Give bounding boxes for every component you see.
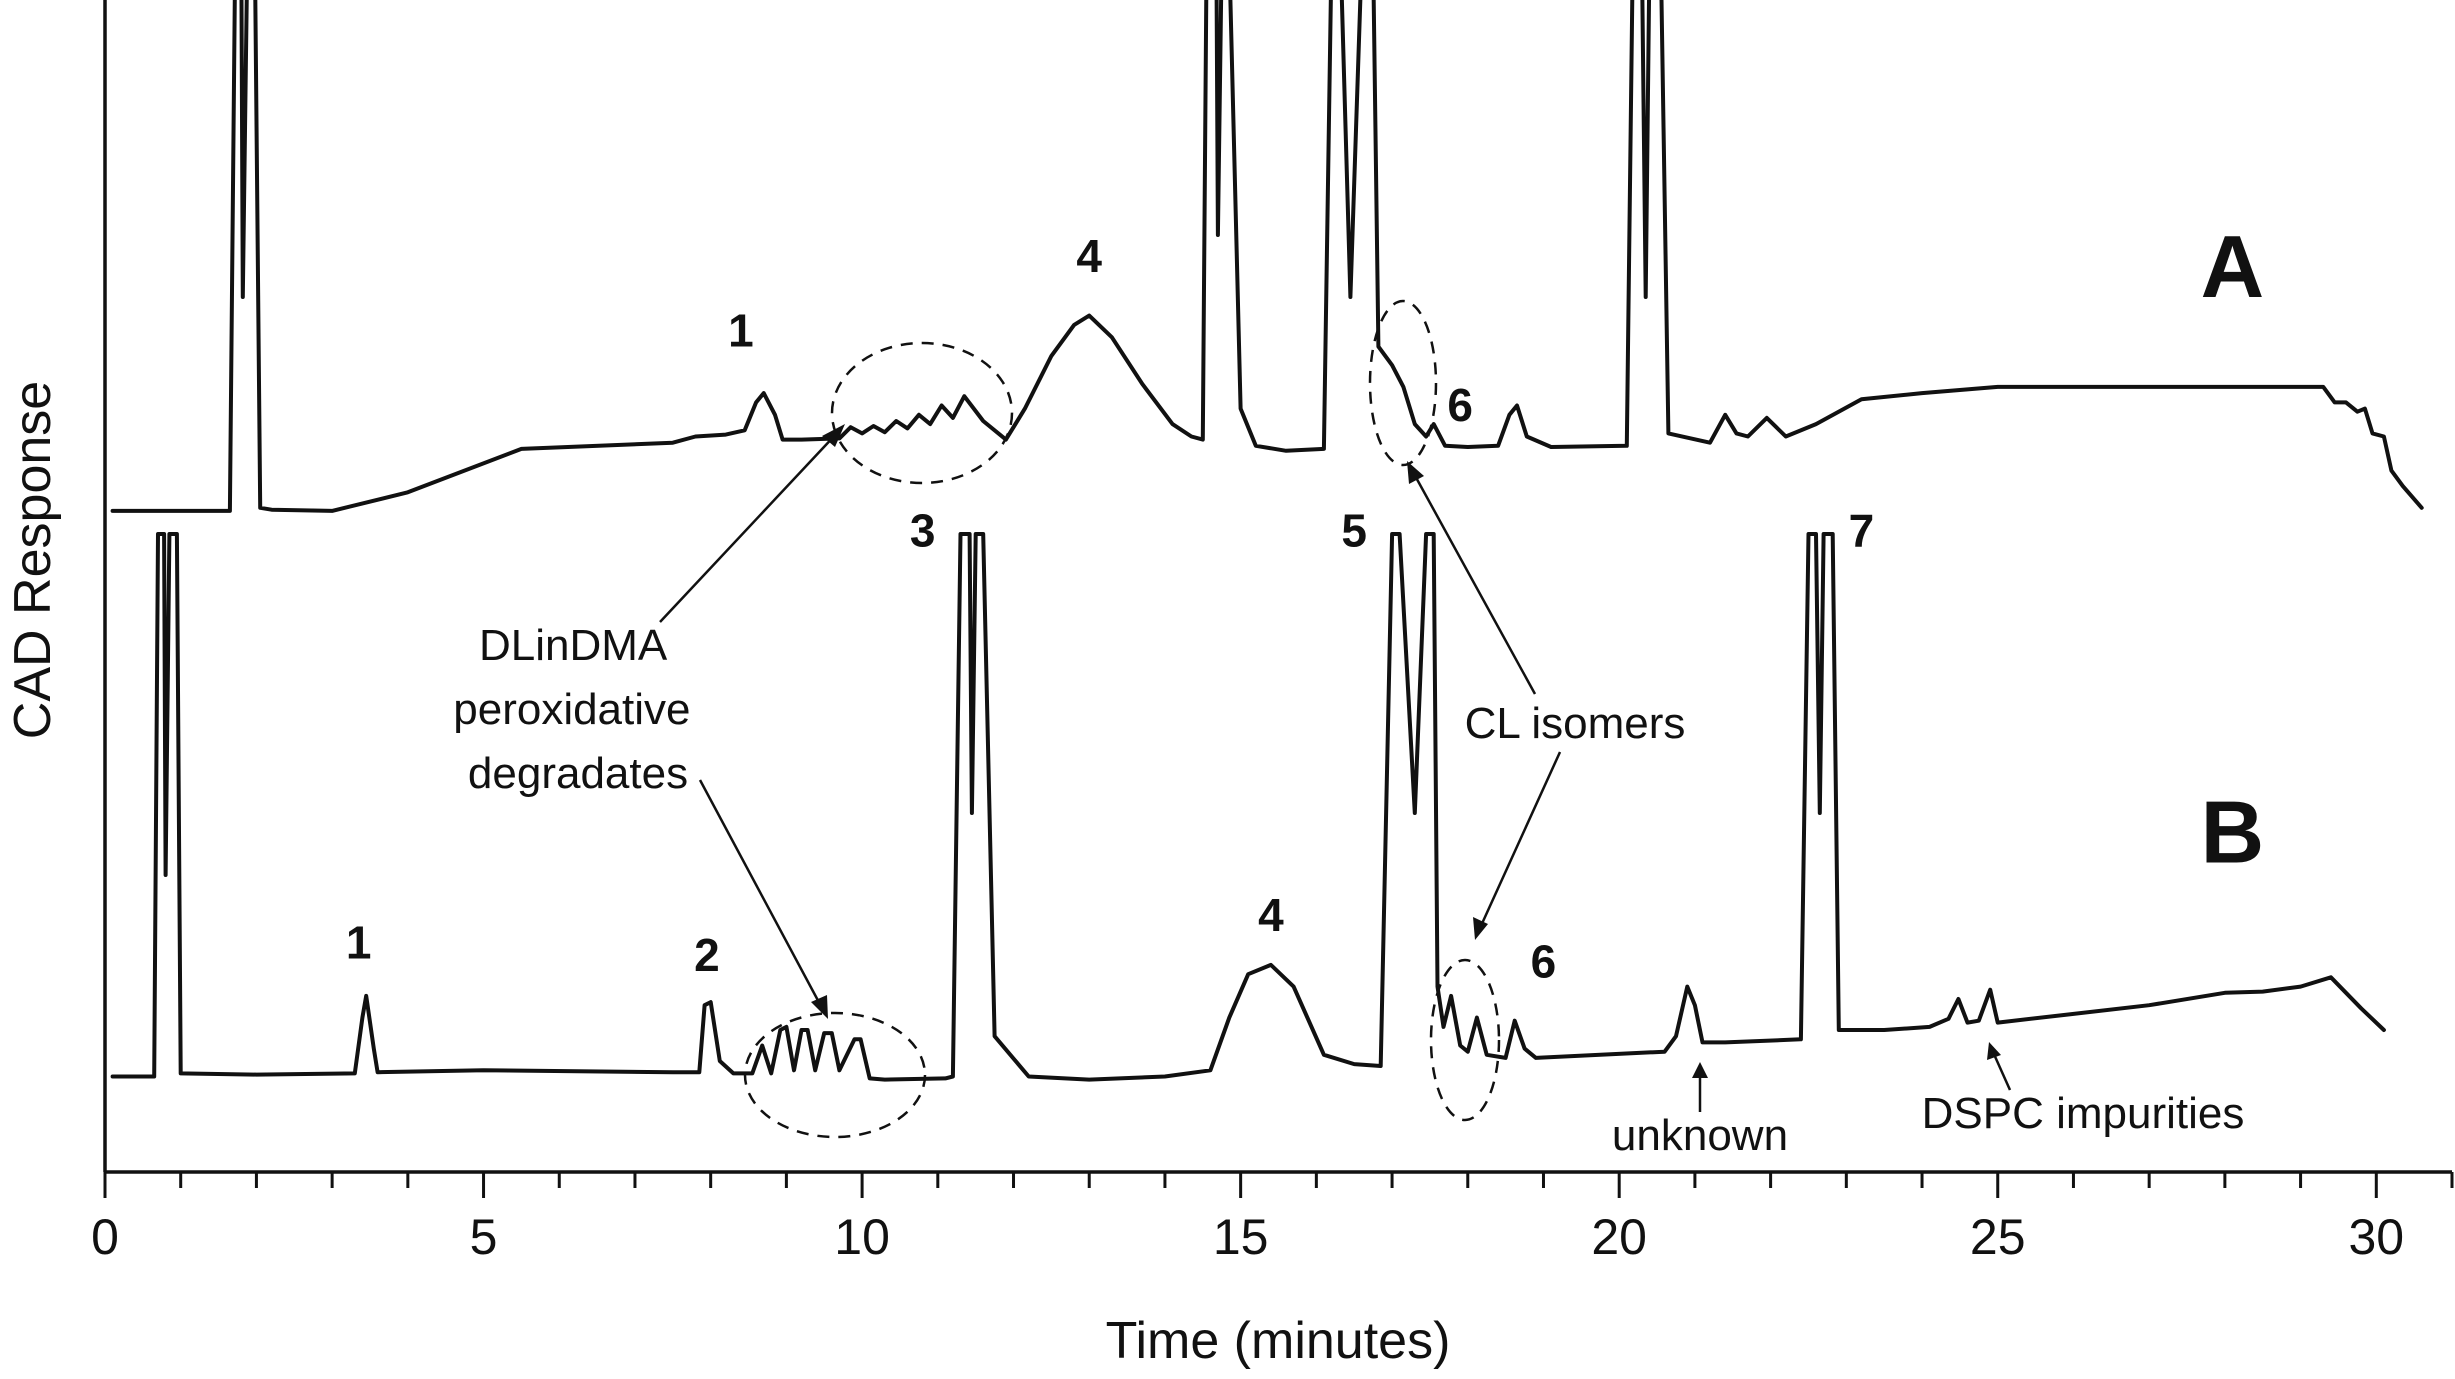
arrow-dspc: [1991, 1051, 2012, 1091]
panel-label-b: B: [2201, 783, 2265, 882]
x-tick-label: 15: [1213, 1209, 1269, 1265]
arrowhead-degradates-a: [822, 424, 845, 447]
arrow-degradates-b: [698, 779, 824, 1009]
x-tick-label: 5: [470, 1209, 498, 1265]
ellipse-a-degradates: [830, 341, 1014, 485]
ellipse-b-degradates: [743, 1011, 927, 1139]
annotation-degradates-line-1: DLinDMA: [479, 621, 668, 670]
x-tick-label: 30: [2348, 1209, 2404, 1265]
peak-label-a-4: 4: [1076, 230, 1102, 282]
ellipse-a-cl-isomers: [1368, 299, 1438, 467]
x-tick-label: 25: [1970, 1209, 2026, 1265]
peak-label-b-5: 5: [1341, 504, 1367, 556]
annotations: DLinDMA peroxidative degradates CL isome…: [453, 299, 2245, 1160]
annotation-dspc-impurities: DSPC impurities: [1922, 1089, 2245, 1138]
arrowhead-dspc: [1987, 1042, 2001, 1060]
panel-label-a: A: [2201, 217, 2265, 316]
peak-label-a-1: 1: [728, 305, 754, 357]
arrow-degradates-a: [659, 431, 839, 623]
peak-label-b-4: 4: [1258, 889, 1284, 941]
annotation-cl-isomers: CL isomers: [1465, 699, 1686, 748]
axes: 0 5 10 15 20 25 30: [91, 0, 2454, 1265]
peak-label-b-2: 2: [694, 929, 720, 981]
peak-label-b-3: 3: [910, 504, 936, 556]
peak-label-a-6: 6: [1447, 379, 1473, 431]
peak-labels: 1345671234567: [346, 230, 1875, 987]
panel-labels: AB: [2201, 217, 2265, 882]
annotation-unknown: unknown: [1612, 1111, 1788, 1160]
peak-label-b-6: 6: [1531, 935, 1557, 987]
ellipse-b-cl-isomers: [1429, 958, 1501, 1122]
arrowhead-cl-isomers-a: [1407, 461, 1424, 484]
trace-b: [110, 532, 2386, 1082]
x-tick-label: 0: [91, 1209, 119, 1265]
annotation-degradates: DLinDMA peroxidative degradates: [453, 621, 703, 798]
y-axis-title: CAD Response: [4, 381, 62, 739]
arrowhead-cl-isomers-b: [1473, 917, 1488, 940]
peak-label-b-1: 1: [346, 917, 372, 969]
arrowhead-unknown: [1692, 1062, 1708, 1078]
arrowhead-degradates-b: [811, 995, 828, 1019]
trace-a: [110, 0, 2424, 513]
x-axis-title: Time (minutes): [1106, 1312, 1451, 1370]
x-ticks: 0 5 10 15 20 25 30: [91, 1172, 2454, 1265]
annotation-degradates-line-2: peroxidative: [453, 685, 690, 734]
arrow-cl-isomers-a: [1411, 471, 1537, 695]
x-tick-label: 20: [1591, 1209, 1647, 1265]
annotation-degradates-line-3: degradates: [468, 749, 688, 798]
x-tick-label: 10: [834, 1209, 890, 1265]
peak-label-b-7: 7: [1849, 504, 1875, 556]
arrow-cl-isomers-b: [1478, 751, 1562, 929]
